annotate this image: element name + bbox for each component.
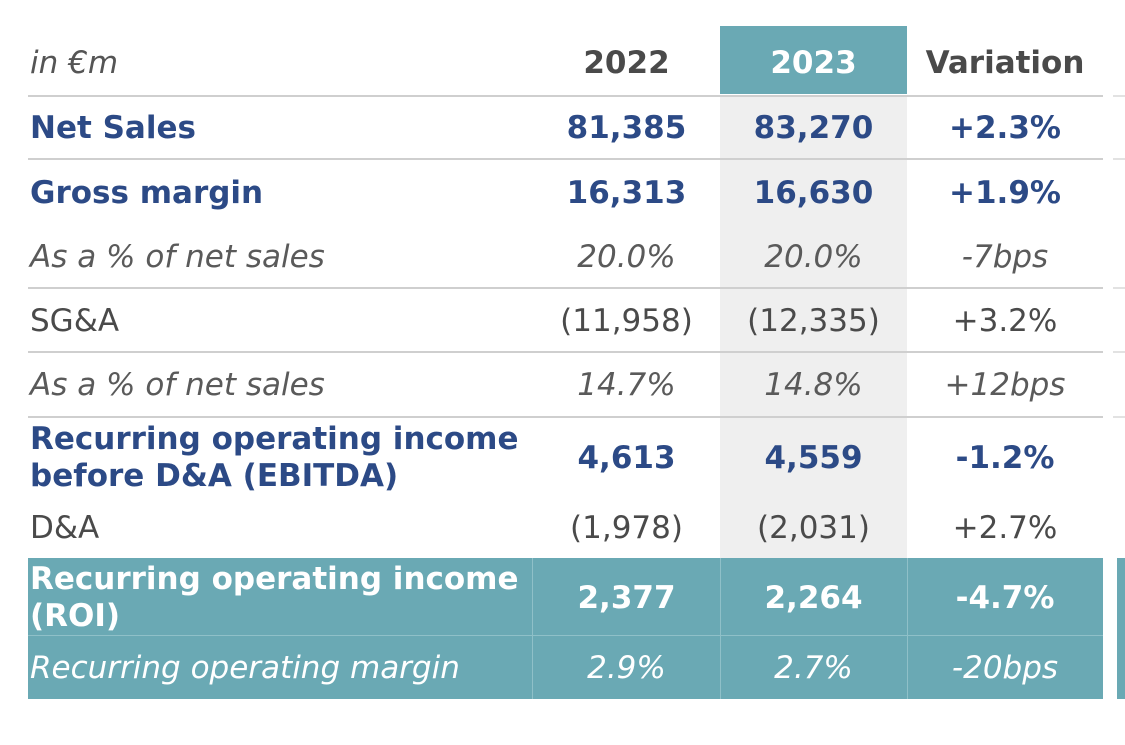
divider — [28, 351, 1103, 353]
edge-fragment-band — [1117, 558, 1125, 699]
row-label: Gross margin — [30, 175, 264, 211]
table-row-gross-margin: Gross margin 16,313 16,630 +1.9% — [28, 160, 1103, 226]
value-2022: (1,978) — [570, 510, 683, 546]
value-2022: 4,613 — [577, 440, 676, 476]
value-2022: 2.9% — [587, 650, 666, 686]
value-2023: 83,270 — [753, 110, 874, 146]
divider — [907, 558, 908, 699]
table-row-da: D&A (1,978) (2,031) +2.7% — [28, 498, 1103, 558]
value-2022: 81,385 — [566, 110, 687, 146]
value-2022: 20.0% — [577, 239, 676, 275]
value-variation: -4.7% — [955, 580, 1055, 616]
value-2022: 2,377 — [577, 580, 676, 616]
divider — [28, 287, 1103, 289]
roi-highlight-band — [28, 558, 1103, 699]
table-row-gross-margin-pct: As a % of net sales 20.0% 20.0% -7bps — [28, 226, 1103, 288]
column-header-2022: 2022 — [583, 45, 670, 81]
table-row-roi: Recurring operating income (ROI) 2,377 2… — [28, 560, 1103, 636]
value-2022: 14.7% — [577, 367, 676, 403]
value-2023: 2,264 — [764, 580, 863, 616]
header-row: in €m 2022 2023 Variation — [28, 30, 1103, 96]
value-variation: +1.9% — [949, 175, 1061, 211]
row-label: As a % of net sales — [30, 239, 325, 275]
row-label: D&A — [30, 510, 100, 546]
value-variation: +3.2% — [952, 302, 1058, 339]
table-row-sga-pct: As a % of net sales 14.7% 14.8% +12bps — [28, 353, 1103, 417]
value-variation: +12bps — [944, 367, 1066, 403]
row-label: Recurring operating income before D&A (E… — [30, 421, 519, 494]
table-row-sga: SG&A (11,958) (12,335) +3.2% — [28, 289, 1103, 352]
value-2023: 20.0% — [764, 239, 863, 275]
table-row-net-sales: Net Sales 81,385 83,270 +2.3% — [28, 97, 1103, 159]
value-variation: +2.7% — [952, 510, 1058, 546]
value-2023: (12,335) — [747, 302, 880, 339]
value-variation: -20bps — [951, 650, 1059, 686]
divider — [532, 558, 533, 699]
row-label: Net Sales — [30, 110, 196, 146]
table-row-ebitda: Recurring operating income before D&A (E… — [28, 418, 1103, 498]
value-2023: 16,630 — [753, 175, 874, 211]
table-row-roi-margin: Recurring operating margin 2.9% 2.7% -20… — [28, 637, 1103, 699]
value-2022: 16,313 — [566, 175, 687, 211]
edge-fragment — [1113, 416, 1125, 418]
divider — [720, 558, 721, 699]
value-variation: +2.3% — [949, 110, 1061, 146]
value-2023: 14.8% — [764, 367, 863, 403]
row-label: SG&A — [30, 302, 120, 339]
row-label: Recurring operating income (ROI) — [30, 561, 519, 634]
divider — [28, 95, 1103, 97]
column-header-2023: 2023 — [770, 45, 857, 81]
value-2023: 2.7% — [774, 650, 853, 686]
value-2023: (2,031) — [757, 510, 870, 546]
edge-fragment — [1113, 287, 1125, 289]
edge-fragment — [1113, 95, 1125, 97]
divider — [28, 416, 1103, 418]
divider — [28, 635, 1103, 636]
highlight-column-2023 — [720, 96, 907, 558]
row-label: Recurring operating margin — [30, 650, 460, 686]
column-header-variation: Variation — [925, 45, 1085, 81]
value-variation: -1.2% — [955, 440, 1055, 476]
unit-label: in €m — [30, 45, 119, 81]
divider — [28, 158, 1103, 160]
edge-fragment — [1113, 158, 1125, 160]
value-2022: (11,958) — [560, 302, 693, 339]
edge-fragment — [1113, 351, 1125, 353]
value-2023: 4,559 — [764, 440, 863, 476]
header-2023-background — [720, 26, 907, 94]
row-label: As a % of net sales — [30, 367, 325, 403]
value-variation: -7bps — [961, 239, 1049, 275]
